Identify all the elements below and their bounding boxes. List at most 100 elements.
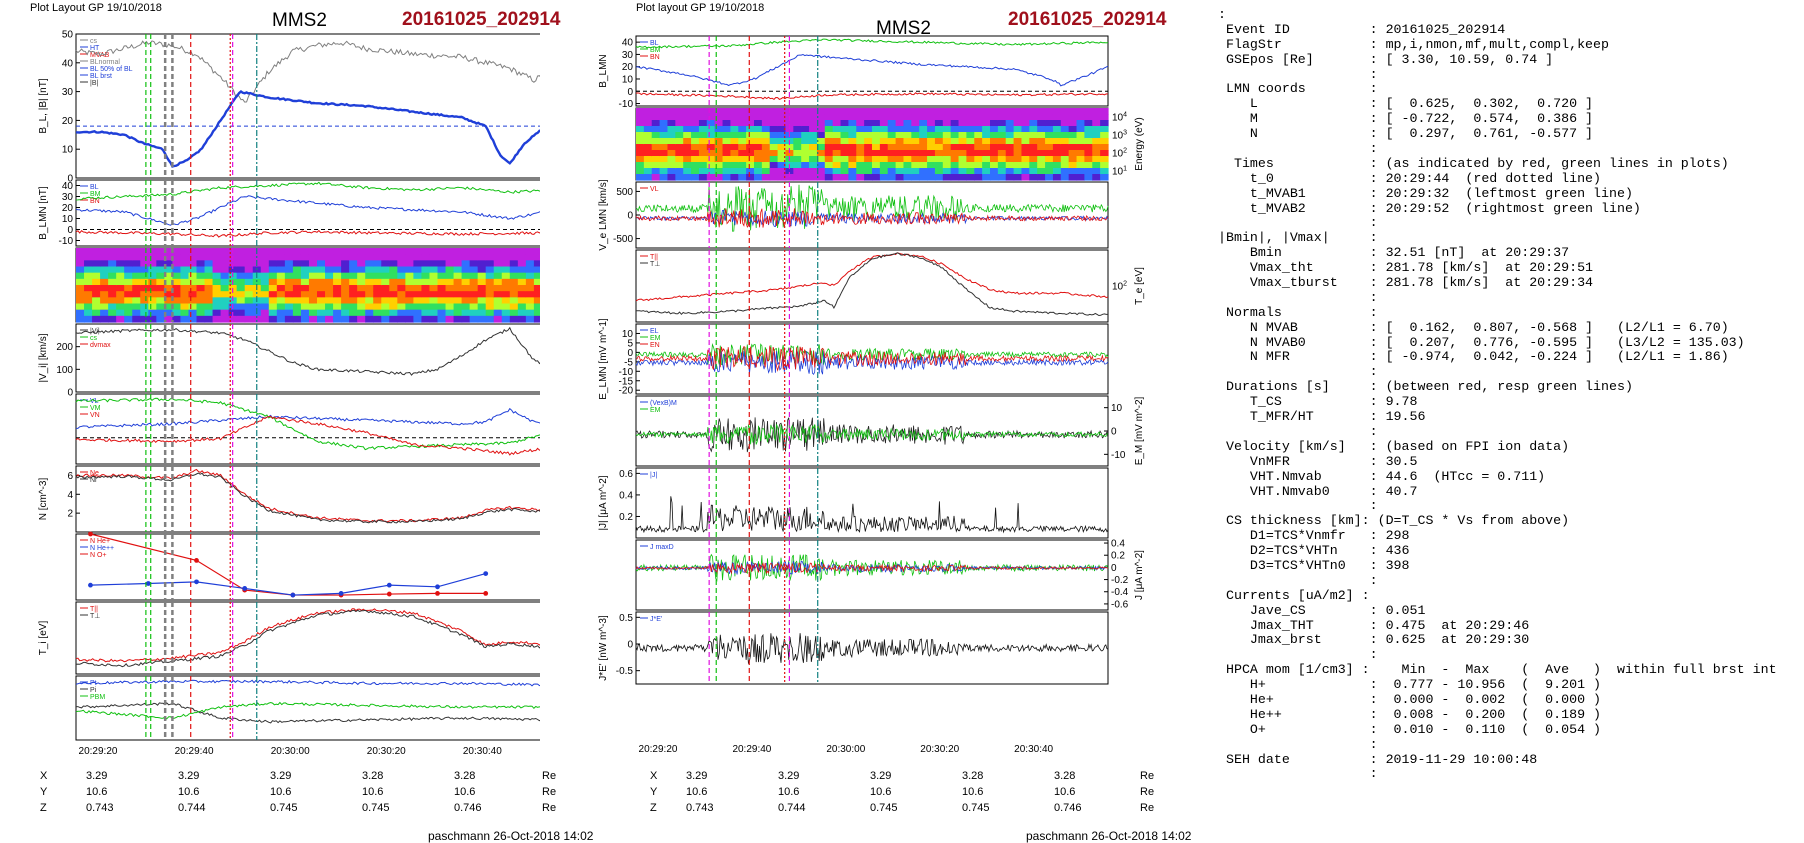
y-tick-label: 200 — [56, 342, 73, 353]
spectrogram-cell — [927, 138, 936, 145]
spectrogram-cell — [942, 144, 952, 151]
spectrogram-cell — [950, 150, 960, 157]
spectrogram-cell — [990, 114, 999, 121]
spectrogram-cell — [1005, 156, 1015, 163]
legend-entry: VN — [90, 412, 100, 419]
spectrogram-cell — [982, 150, 991, 157]
spectrogram-cell — [698, 138, 708, 145]
spectrogram-cell — [840, 108, 849, 115]
y-axis-label: T_e [eV] — [1134, 267, 1145, 305]
spectrogram-cell — [990, 144, 999, 151]
spectrogram-cell — [284, 315, 294, 323]
coord-value: 0.745 — [870, 802, 898, 814]
spectrogram-cell — [754, 150, 763, 157]
spectrogram-cell — [942, 114, 952, 121]
spectrogram-cell — [1013, 138, 1023, 145]
spectrogram-cell — [365, 278, 374, 286]
spectrogram-cell — [1021, 126, 1030, 133]
spectrogram-cell — [196, 291, 206, 298]
spectrogram-cell — [730, 126, 739, 133]
spectrogram-cell — [746, 150, 755, 157]
spectrogram-cell — [421, 285, 431, 292]
info-line: D2=TCS*VHTn : 436 — [1218, 543, 1410, 559]
spectrogram-cell — [643, 132, 653, 139]
spectrogram-cell — [982, 108, 991, 115]
spectrogram-cell — [172, 248, 182, 255]
spectrogram-cell — [824, 126, 834, 133]
spectrogram-cell — [461, 285, 471, 292]
spectrogram-cell — [683, 132, 692, 139]
spectrogram-cell — [349, 285, 358, 292]
panel-frame — [75, 323, 540, 393]
spectrogram-cell — [903, 156, 912, 163]
spectrogram-cell — [421, 266, 431, 274]
noise-trace — [635, 184, 1109, 232]
y-tick-label: 4 — [67, 490, 73, 501]
coord-unit: Re — [1140, 770, 1155, 782]
series-t- — [75, 609, 540, 668]
spectrogram-cell — [934, 168, 944, 175]
spectrogram-cell — [903, 174, 912, 181]
spectrogram-cell — [934, 150, 944, 157]
spectrogram-cell — [958, 174, 967, 181]
spectrogram-cell — [738, 138, 747, 145]
spectrogram-cell — [1060, 132, 1070, 139]
spectrogram-cell — [801, 132, 810, 139]
spectrogram-cell — [164, 260, 173, 268]
spectrogram-cell — [196, 248, 206, 255]
spectrogram-cell — [982, 126, 991, 133]
spectrogram-cell — [990, 168, 999, 175]
spectrogram-cell — [667, 114, 676, 121]
spectrogram-cell — [445, 254, 455, 261]
coord-unit: Re — [542, 802, 557, 814]
spectrogram-cell — [1037, 156, 1046, 163]
spectrogram-cell — [413, 266, 423, 274]
spectrogram-cell — [777, 120, 787, 127]
info-line: |Bmin|, |Vmax| : — [1218, 230, 1378, 246]
info-line: Times : (as indicated by red, green line… — [1218, 155, 1729, 171]
spectrogram-cell — [84, 309, 93, 317]
spectrogram-cell — [124, 291, 133, 298]
spectrogram-cell — [722, 174, 731, 181]
spectrogram-cell — [872, 156, 881, 163]
spectrogram-cell — [164, 303, 173, 311]
spectrogram-cell — [341, 272, 350, 280]
spectrogram-cell — [840, 144, 849, 151]
spectrogram-cell — [212, 309, 222, 317]
spectrogram-cell — [493, 285, 503, 292]
spectrogram-cell — [341, 303, 350, 311]
spectrogram-cell — [636, 174, 645, 181]
panel-frame — [635, 467, 1109, 539]
center-layout-label: Plot layout GP 19/10/2018 — [636, 2, 765, 14]
spectrogram-cell — [485, 266, 495, 274]
y-tick-label: 0 — [1111, 427, 1117, 438]
spectrogram-cell — [895, 132, 905, 139]
spectrogram-cell — [997, 120, 1007, 127]
spectrogram-cell — [284, 303, 294, 311]
spectrogram-cell — [389, 248, 398, 255]
legend-entry: EM — [650, 335, 661, 342]
spectrogram-cell — [801, 156, 810, 163]
spectrogram-cell — [517, 285, 527, 292]
spectrogram-cell — [1060, 144, 1070, 151]
spectrogram-cell — [76, 291, 85, 298]
spectrogram-cell — [84, 278, 93, 286]
spectrogram-cell — [714, 126, 724, 133]
spectrogram-cell — [333, 266, 342, 274]
spectrogram-cell — [429, 291, 439, 298]
spectrogram-cell — [651, 114, 661, 121]
spectrogram-cell — [405, 254, 414, 261]
spectrogram-cell — [308, 285, 318, 292]
legend-entry: EM — [650, 407, 661, 414]
spectrogram-cell — [268, 272, 278, 280]
spectrogram-cell — [525, 291, 535, 298]
spectrogram-cell — [100, 266, 109, 274]
spectrogram-cell — [373, 254, 382, 261]
spectrogram-cell — [651, 174, 661, 181]
spectrogram-cell — [389, 285, 398, 292]
coord-row-label: Y — [650, 786, 658, 798]
spectrogram-cell — [196, 254, 206, 261]
spectrogram-cell — [333, 297, 342, 305]
info-line: : — [1218, 572, 1378, 588]
